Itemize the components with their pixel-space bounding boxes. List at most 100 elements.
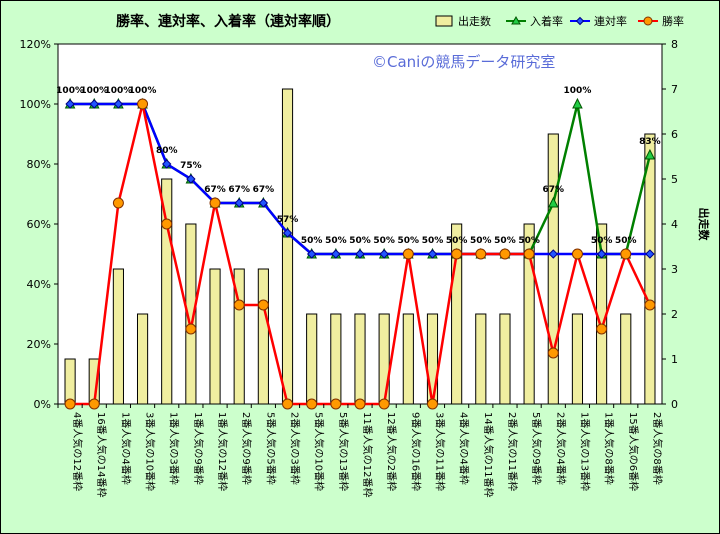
data-label: 100% [564,86,592,96]
chart-title: 勝率、連対率、入着率（連対率順） [116,13,340,30]
data-point [547,347,559,359]
x-tick-label: 11番人気の12番枠 [361,412,374,497]
data-point [185,323,197,335]
x-tick-label: 2番人気の11番枠 [506,412,519,491]
legend-label: 出走数 [458,14,491,28]
data-point [64,398,76,410]
x-tick-label: 14番人気の11番枠 [482,412,495,497]
legend: 出走数 入着率 連対率 勝率 [435,14,684,28]
legend-label: 勝率 [662,14,684,28]
y-tick-label: 40% [27,278,51,291]
data-point [234,198,244,208]
data-point [186,174,196,184]
bar [257,268,269,405]
data-point [645,249,655,259]
bar-series [64,88,656,405]
data-point [499,248,511,260]
line-series [64,97,656,410]
data-point [89,99,99,109]
x-tick-label: 15番人気の6番枠 [627,412,640,491]
y2-tick-label: 3 [671,263,678,276]
data-point [547,196,559,208]
data-label: 50% [470,236,492,246]
bar [523,223,535,405]
data-point [161,218,173,230]
data-label: 50% [494,236,516,246]
y-tick-label: 60% [27,218,51,231]
legend-marker [643,16,653,26]
bar [426,313,439,405]
bar [620,313,632,405]
data-point [282,228,293,238]
y-tick-label: 120% [20,38,51,51]
data-point [306,249,317,259]
y-tick-label: 0% [34,398,51,411]
legend-label: 連対率 [594,14,627,28]
x-tick-label: 12番人気の2番枠 [385,412,398,491]
x-tick-label: 2番人気の4番枠 [554,412,567,485]
data-label: 50% [615,236,637,246]
axes: 0% 20% 40% 60% 80% 100% 120% 0 1 2 3 4 5 6 7 8 4番人気の12番枠… [20,38,678,497]
x-tick-label: 3番人気の11番枠 [433,412,446,491]
data-label: 100% [129,86,157,96]
bar [64,358,76,405]
data-point [644,148,656,160]
legend-marker [511,15,521,25]
y2-tick-label: 2 [671,308,678,321]
data-label: 50% [373,236,395,246]
x-tick-label: 1番人気の12番枠 [216,412,229,491]
data-point [426,398,438,410]
x-tick-label: 3番人気の10番枠 [144,412,157,491]
x-tick-label: 4番人気の12番枠 [71,412,84,491]
data-point [402,248,414,260]
data-point [330,398,342,410]
y-tick-label: 100% [20,98,51,111]
data-point [88,398,100,410]
y2-tick-label: 8 [671,38,678,51]
data-label: 75% [180,161,202,171]
data-label: 50% [349,236,371,246]
x-tick-label: 2番人気の9番枠 [240,412,253,485]
data-label: 83% [639,137,661,147]
data-label: 80% [156,146,178,156]
x-tick-label: 9番人気の16番枠 [409,412,422,491]
legend-marker [575,16,585,26]
x-tick-label: 1番人気の9番枠 [192,412,205,485]
data-point [596,323,608,335]
data-label: 50% [301,236,323,246]
data-label: 50% [398,236,420,246]
bar [306,313,318,405]
legend-label: 入着率 [530,14,563,28]
data-point [162,159,172,169]
data-label: 100% [56,86,84,96]
data-point [354,398,366,410]
bar [644,133,656,405]
data-point [427,249,438,259]
bar [499,313,511,405]
bar [547,133,559,405]
y2-tick-label: 0 [671,398,678,411]
data-point [258,198,269,208]
x-tick-label: 5番人気の10番枠 [313,412,326,491]
bar [209,268,221,405]
x-tick-label: 1番人気の4番枠 [119,412,132,485]
data-point [209,197,221,209]
x-tick-label: 5番人気の5番枠 [264,412,277,485]
x-tick-label: 1番人気の8番枠 [603,412,616,485]
bar [330,313,342,405]
data-point [378,398,390,410]
y-tick-label: 20% [27,338,51,351]
bar [281,88,294,405]
data-point [113,99,124,109]
bar [378,313,390,405]
data-point [137,98,149,110]
data-label: 50% [325,236,347,246]
data-label: 100% [80,86,108,96]
x-tick-label: 5番人気の9番枠 [530,412,543,485]
data-point [523,248,535,260]
data-point [475,248,487,260]
x-tick-label: 1番人気の13番枠 [578,412,591,491]
bar [185,223,197,405]
data-point [620,248,632,260]
